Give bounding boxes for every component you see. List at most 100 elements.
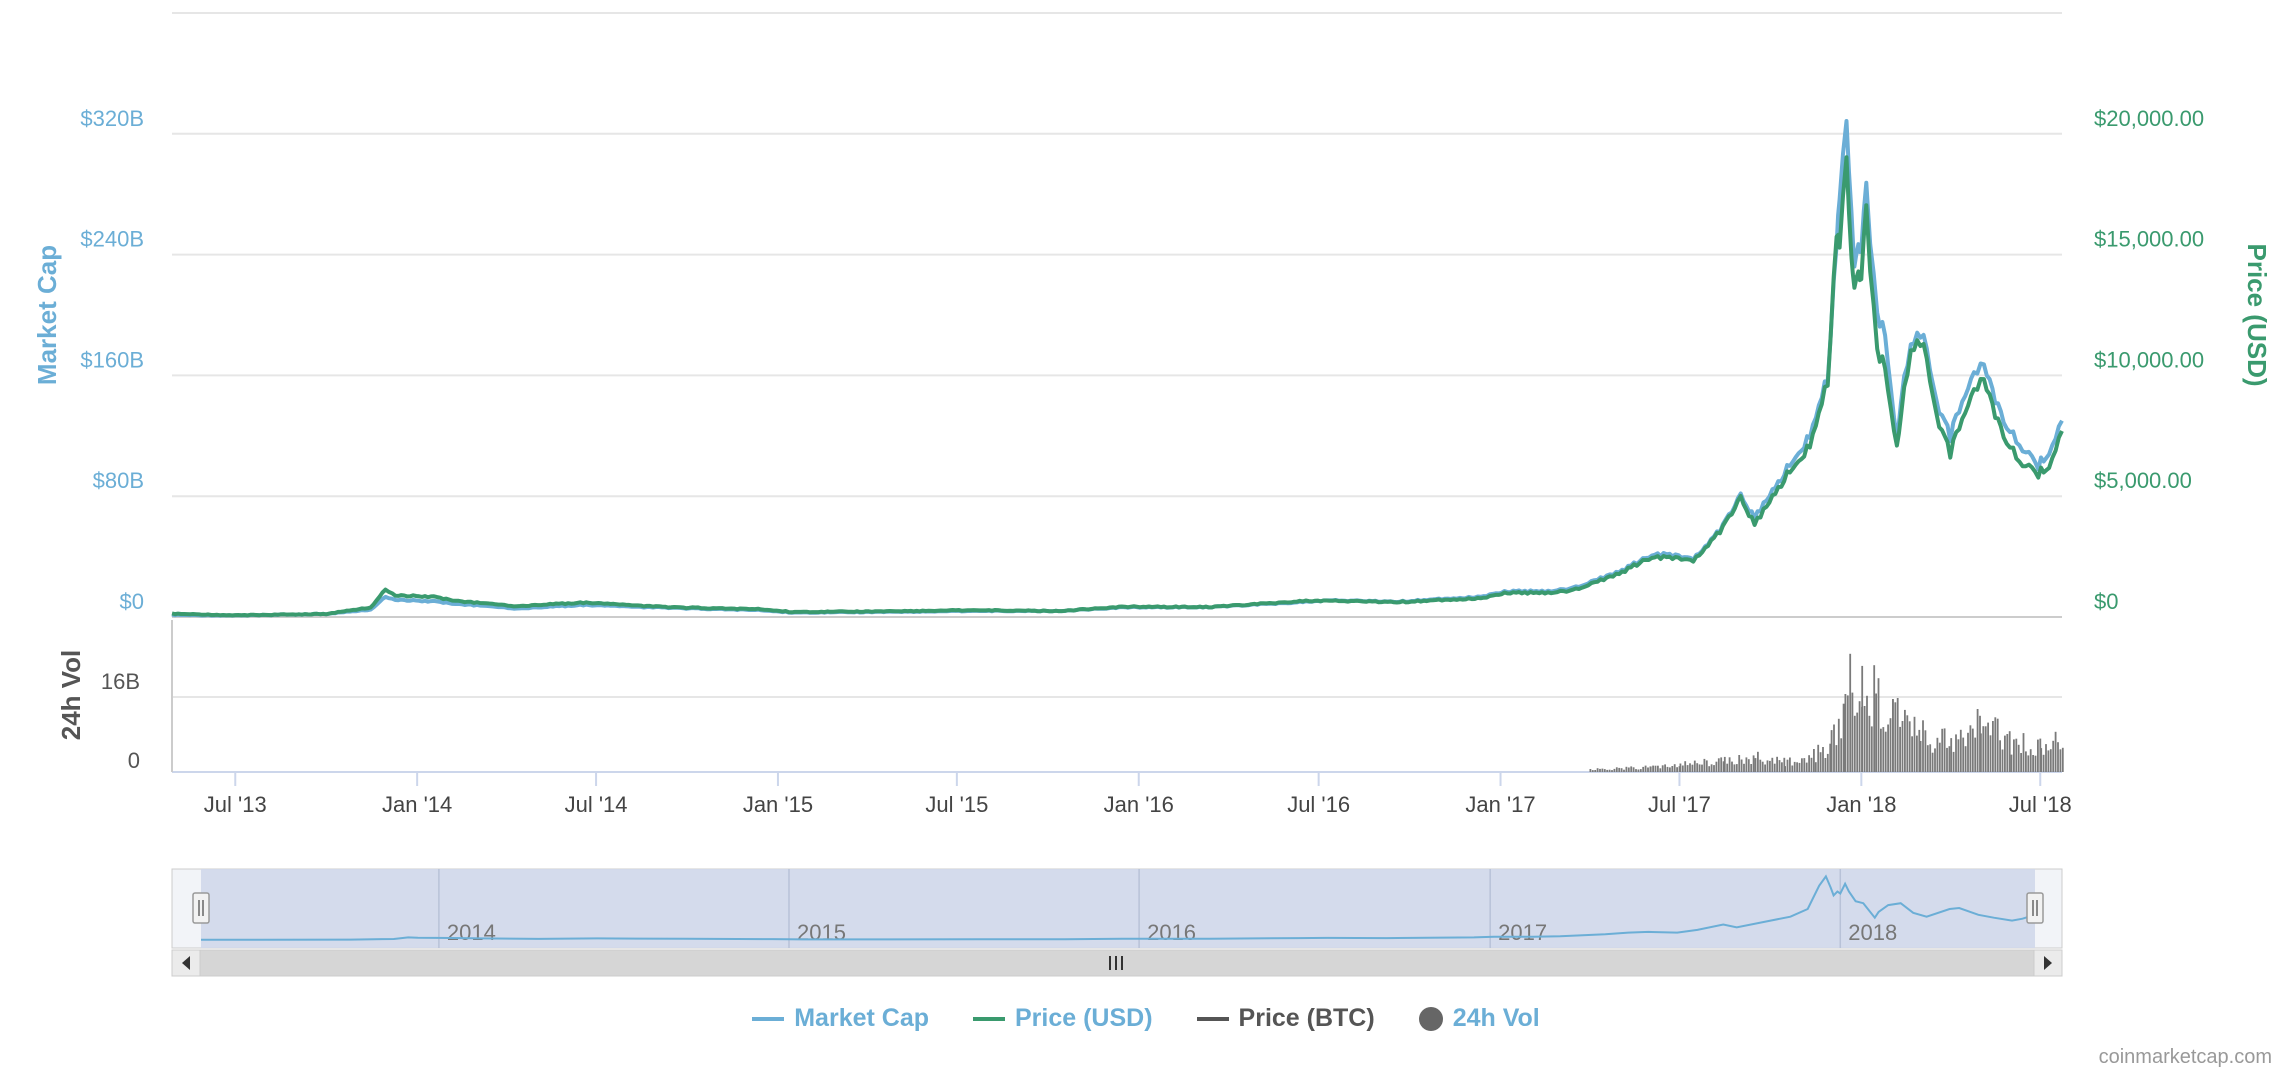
volume-bar — [1943, 728, 1946, 772]
volume-bar — [1778, 760, 1781, 772]
x-axis-tick: Jan '17 — [1465, 792, 1535, 817]
volume-bar — [1877, 678, 1880, 772]
volume-bar — [1856, 712, 1859, 772]
volume-bar — [1761, 761, 1764, 772]
volume-bar — [1896, 698, 1899, 772]
volume-bar — [1830, 730, 1833, 772]
volume-bar — [2006, 734, 2009, 772]
volume-bar — [1814, 762, 1817, 772]
volume-bar — [1717, 758, 1720, 772]
volume-bar — [1664, 764, 1666, 772]
volume-bar — [1666, 766, 1669, 772]
volume-bar — [1982, 726, 1985, 772]
volume-bar — [1750, 764, 1753, 772]
legend-label-price-usd: Price (USD) — [1015, 1004, 1153, 1032]
volume-bar — [1738, 755, 1741, 772]
volume-bar — [1952, 751, 1955, 772]
volume-bar — [1801, 758, 1803, 772]
volume-bar — [2054, 731, 2057, 772]
volume-bar — [1875, 693, 1877, 772]
volume-bar — [1842, 703, 1845, 772]
scrollbar[interactable] — [171, 949, 2063, 977]
volume-bar — [1924, 730, 1927, 772]
volume-bar — [1840, 738, 1843, 772]
volume-bar — [1784, 766, 1786, 772]
volume-bar — [1796, 762, 1798, 772]
volume-bar — [1603, 769, 1606, 772]
volume-bar — [1887, 724, 1889, 772]
volume-bar — [1786, 759, 1789, 772]
volume-bar — [1955, 734, 1957, 772]
volume-bar — [1632, 767, 1635, 772]
volume-bar — [1642, 766, 1645, 772]
volume-bar — [1957, 739, 1960, 772]
navigator-handle-right[interactable] — [2026, 892, 2044, 924]
volume-bar — [1589, 769, 1592, 772]
volume-bar — [2037, 739, 2039, 772]
volume-bar — [1922, 720, 1924, 772]
volume-bar — [2061, 747, 2064, 772]
volume-bar — [1771, 757, 1774, 772]
volume-bar — [1911, 736, 1913, 772]
left-axis-tick: $0 — [120, 589, 144, 614]
volume-bar — [1866, 695, 1868, 772]
legend-swatch-24h-vol — [1418, 1006, 1443, 1031]
volume-bar — [1913, 716, 1916, 772]
volume-bar — [1946, 747, 1948, 772]
legend-item-price-usd[interactable]: Price (USD) — [973, 1004, 1153, 1033]
navigator-selection[interactable] — [201, 869, 2035, 948]
volume-bar — [1950, 738, 1953, 772]
legend-item-24h-vol[interactable]: 24h Vol — [1418, 1004, 1540, 1033]
navigator-year-label: 2016 — [1147, 920, 1196, 945]
volume-bar — [1713, 765, 1715, 772]
legend-item-market-cap[interactable]: Market Cap — [752, 1004, 929, 1033]
volume-bar — [1817, 744, 1820, 772]
scroll-left-arrow[interactable] — [171, 949, 201, 977]
volume-bar — [1630, 766, 1633, 772]
scrollbar-grip-icon[interactable] — [1109, 956, 1123, 970]
navigator[interactable]: 2014 2015 2016 2017 2018 — [171, 868, 2063, 949]
volume-bar — [1934, 748, 1936, 772]
volume-bar — [2027, 755, 2030, 772]
price-usd-line — [171, 155, 2064, 618]
volume-bar — [1684, 761, 1687, 772]
navigator-year-label: 2017 — [1498, 920, 1547, 945]
left-axis-tick: $240B — [80, 227, 144, 252]
volume-bar — [1752, 755, 1755, 772]
volume-bar — [1673, 764, 1676, 772]
volume-bar — [1844, 694, 1847, 772]
x-axis-tick: Jul '17 — [1648, 792, 1711, 817]
handle-body — [2026, 892, 2044, 924]
volume-bar — [1808, 755, 1810, 772]
volume-bar — [1613, 768, 1616, 772]
volume-bar — [1647, 767, 1649, 772]
navigator-handle-left[interactable] — [192, 892, 210, 924]
volume-axis-tick: 16B — [101, 669, 140, 694]
volume-bar — [1837, 718, 1840, 772]
scroll-right-arrow[interactable] — [2033, 949, 2063, 977]
right-axis-tick: $5,000.00 — [2094, 468, 2192, 493]
volume-bar — [1596, 768, 1599, 772]
volume-bar — [1781, 762, 1783, 772]
x-axis-tick: Jan '14 — [382, 792, 452, 817]
volume-bar — [1618, 767, 1621, 772]
legend-item-price-btc[interactable]: Price (BTC) — [1196, 1004, 1375, 1033]
volume-bar — [1948, 746, 1951, 772]
legend-swatch-market-cap — [752, 1016, 785, 1021]
volume-bar — [1868, 715, 1871, 772]
volume-bar — [1926, 745, 1929, 772]
volume-bar — [1971, 728, 1974, 772]
volume-bar — [1829, 743, 1832, 772]
volume-bar — [1918, 729, 1921, 772]
volume-bar — [1703, 758, 1706, 772]
volume-bar — [1620, 768, 1623, 772]
volume-bar — [1846, 695, 1849, 772]
volume-bar — [1989, 735, 1992, 772]
volume-bar — [1693, 760, 1696, 772]
volume-bar — [2015, 738, 2018, 772]
volume-bar — [1599, 768, 1601, 772]
volume-bar — [1994, 717, 1997, 772]
volume-bar — [1916, 735, 1918, 772]
grid-lines — [171, 12, 2062, 773]
